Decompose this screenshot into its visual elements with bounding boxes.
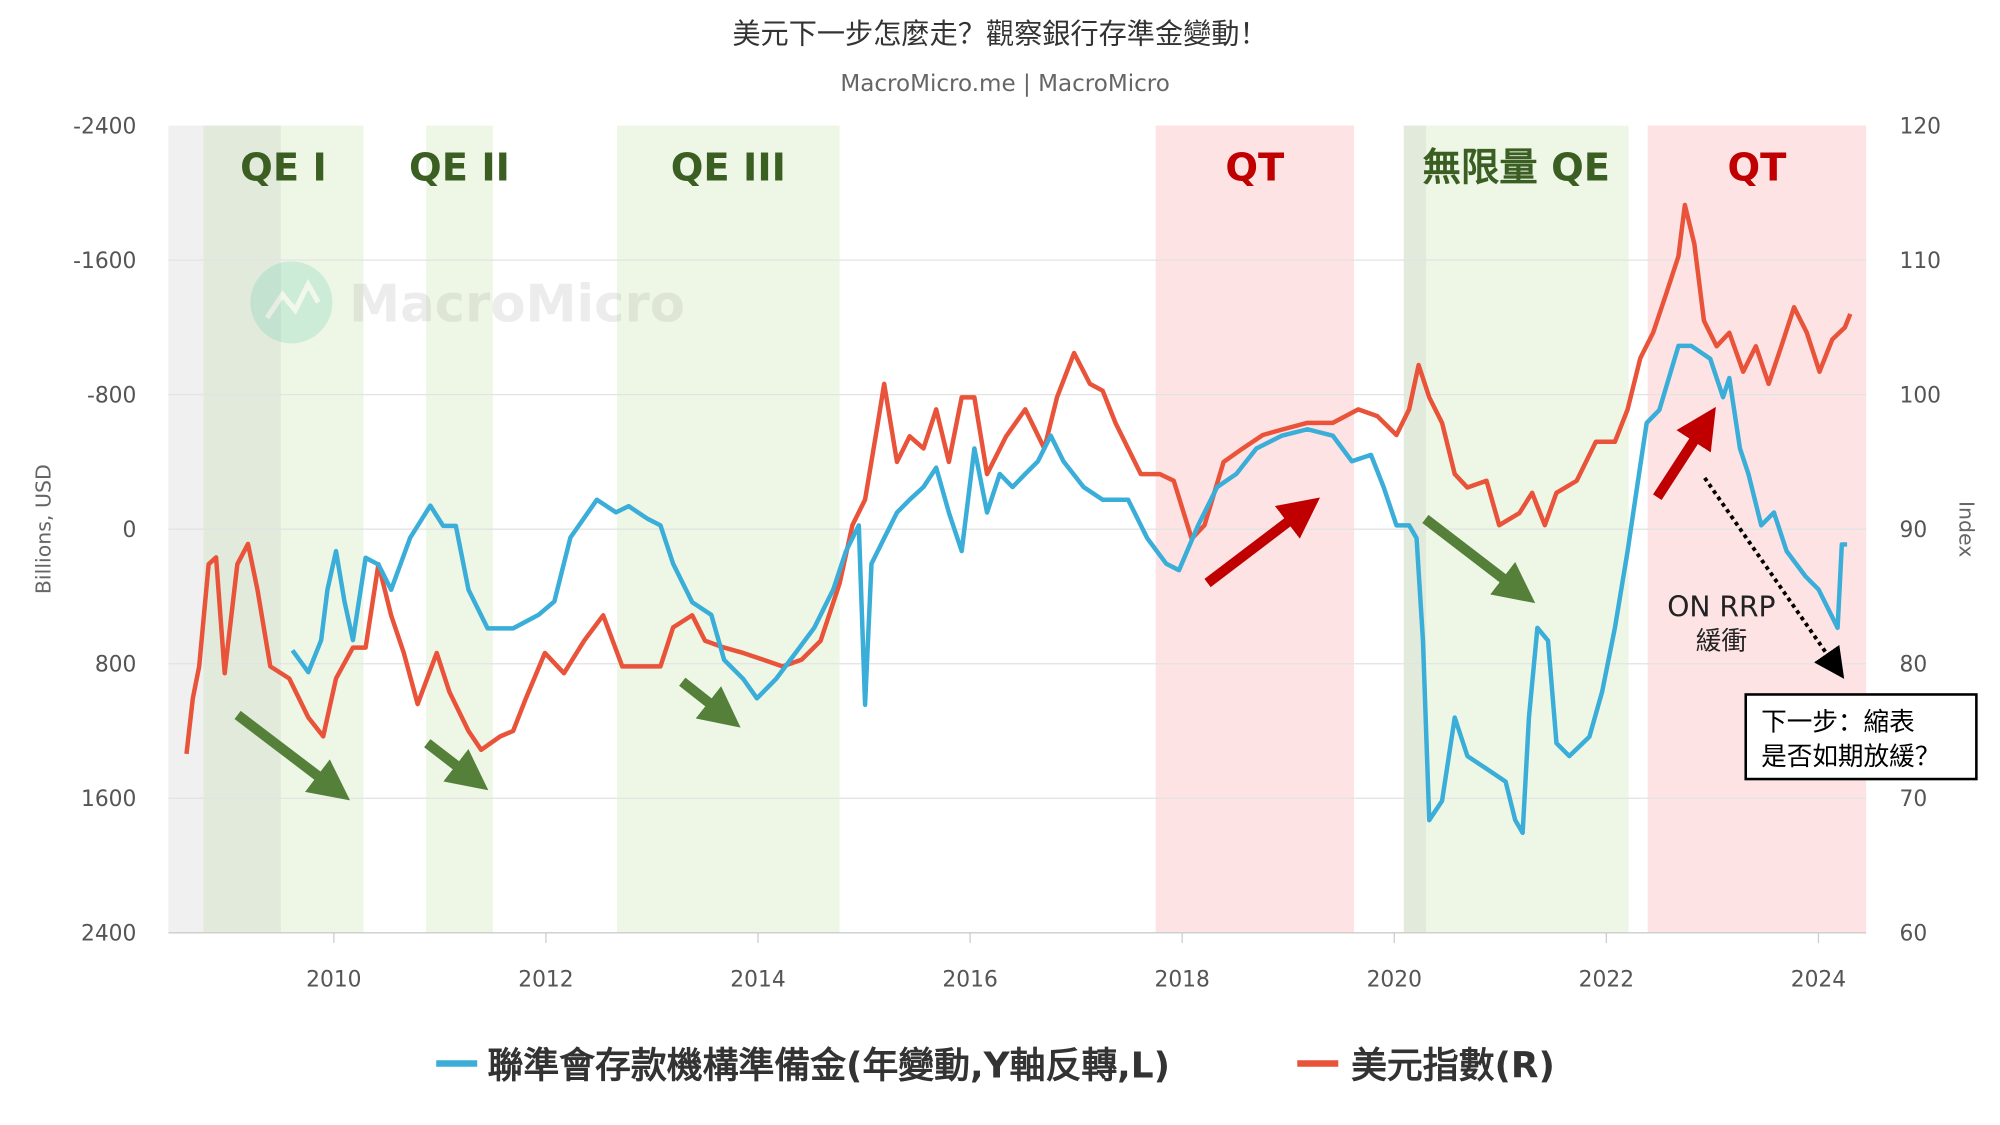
right-tick-label: 80: [1899, 652, 1927, 677]
left-tick-label: -800: [87, 383, 136, 408]
right-tick-label: 110: [1899, 249, 1941, 274]
svg-text:下一步：縮表: 下一步：縮表: [1761, 707, 1915, 737]
gridlines: [168, 259, 1867, 799]
green-arrow: [1422, 514, 1536, 604]
right-tick-label: 100: [1899, 383, 1941, 408]
chart-title: 美元下一步怎麼走？觀察銀行存準金變動！: [732, 18, 1267, 51]
right-tick-label: 70: [1899, 787, 1927, 812]
legend-item-reserves[interactable]: 聯準會存款機構準備金(年變動,Y軸反轉,L): [436, 1045, 1170, 1087]
green-arrow: [424, 739, 489, 791]
right-axis-label: Index: [1955, 501, 1979, 557]
svg-text:是否如期放緩？: 是否如期放緩？: [1761, 742, 1940, 772]
band-label: QE I: [240, 146, 327, 191]
legend-item-dxy[interactable]: 美元指數(R): [1297, 1046, 1555, 1087]
svg-text:美元指數(R): 美元指數(R): [1351, 1046, 1555, 1087]
legend: 聯準會存款機構準備金(年變動,Y軸反轉,L) 美元指數(R): [436, 1045, 1555, 1087]
series-lines: [184, 202, 1853, 836]
dollar-index-line: [184, 202, 1853, 755]
band-label: QT: [1225, 146, 1284, 191]
next-step-box: 下一步：縮表 是否如期放緩？: [1744, 693, 1978, 781]
right-tick-label: 90: [1899, 518, 1927, 543]
right-tick-label: 60: [1899, 921, 1927, 946]
svg-text:MacroMicro: MacroMicro: [349, 275, 685, 335]
on-rrp-buffer-label: 緩衝: [1696, 627, 1747, 657]
left-tick-label: 1600: [81, 787, 136, 812]
x-tick-label: 2022: [1579, 968, 1634, 993]
left-tick-label: 0: [123, 518, 137, 543]
watermark: MacroMicro: [250, 261, 685, 344]
chart-subtitle: MacroMicro.me | MacroMicro: [840, 71, 1170, 97]
band-label: 無限量 QE: [1422, 146, 1610, 191]
axes: -2400 -1600 -800 0 800 1600 2400 120 110 100 90 80 7…: [73, 114, 1941, 992]
x-tick-label: 2012: [518, 968, 573, 993]
left-tick-label: -1600: [73, 249, 136, 274]
red-arrow: [1204, 497, 1320, 588]
left-axis-label: Billions, USD: [32, 464, 56, 594]
x-tick-label: 2020: [1367, 968, 1422, 993]
band-label: QE II: [409, 146, 510, 191]
left-tick-label: 2400: [81, 921, 136, 946]
svg-text:聯準會存款機構準備金(年變動,Y軸反轉,L): 聯準會存款機構準備金(年變動,Y軸反轉,L): [487, 1045, 1170, 1087]
x-tick-label: 2016: [942, 968, 997, 993]
annotation-arrows: [234, 406, 1845, 801]
reserves-line: [290, 343, 1848, 836]
x-tick-label: 2014: [730, 968, 785, 993]
left-tick-label: -2400: [73, 114, 136, 139]
x-tick-label: 2024: [1791, 968, 1846, 993]
left-tick-label: 800: [95, 652, 137, 677]
x-tick-label: 2010: [306, 968, 361, 993]
x-tick-label: 2018: [1154, 968, 1209, 993]
band-label: QE III: [671, 146, 786, 191]
green-arrow: [234, 710, 351, 801]
green-arrow: [679, 677, 741, 728]
band-label: QT: [1728, 146, 1787, 191]
red-arrow: [1653, 406, 1716, 500]
on-rrp-label: ON RRP: [1667, 590, 1775, 623]
right-tick-label: 120: [1899, 114, 1941, 139]
